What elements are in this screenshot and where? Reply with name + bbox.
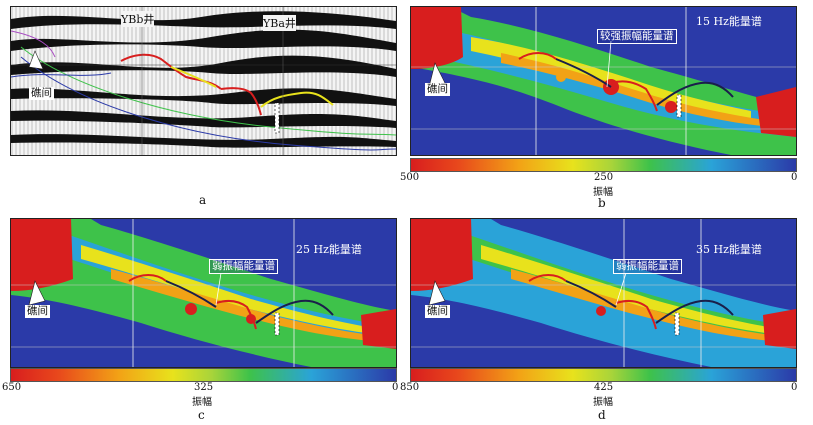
caption-a: a — [199, 193, 207, 207]
colorbar-c-mid: 325 — [194, 382, 214, 393]
colorbar-d — [410, 368, 797, 382]
caption-c: c — [198, 408, 205, 422]
well-label-ybb: YBb井 — [121, 11, 155, 27]
spectrum-image-b — [411, 7, 796, 155]
colorbar-b-title: 振幅 — [593, 187, 613, 198]
callout-b: 较强振幅能量谱 — [597, 29, 677, 44]
callout-c: 弱振幅能量谱 — [209, 259, 278, 274]
energy-spectrum-panel-d: 35 Hz能量谱 弱振幅能量谱 礁间 — [410, 218, 797, 368]
reef-label-a: 礁间 — [29, 87, 54, 100]
caption-b: b — [598, 196, 606, 210]
colorbar-c-title: 振幅 — [192, 397, 212, 408]
colorbar-b-max: 500 — [400, 172, 420, 183]
colorbar-c — [10, 368, 397, 382]
colorbar-b-min: 0 — [791, 172, 798, 183]
colorbar-d-max: 850 — [400, 382, 420, 393]
energy-spectrum-panel-c: 25 Hz能量谱 弱振幅能量谱 礁间 — [10, 218, 397, 368]
seismic-wiggle-image — [11, 7, 396, 155]
colorbar-c-max: 650 — [2, 382, 22, 393]
reef-label-d: 礁间 — [425, 305, 450, 318]
colorbar-d-title: 振幅 — [593, 397, 613, 408]
spectrum-image-c — [11, 219, 396, 367]
colorbar-b-mid: 250 — [594, 172, 614, 183]
colorbar-c-min: 0 — [392, 382, 399, 393]
reef-label-c: 礁间 — [25, 305, 50, 318]
freq-label-b: 15 Hz能量谱 — [696, 15, 762, 28]
caption-d: d — [598, 408, 606, 422]
spectrum-image-d — [411, 219, 796, 367]
callout-d: 弱振幅能量谱 — [613, 259, 682, 274]
energy-spectrum-panel-b: 15 Hz能量谱 较强振幅能量谱 礁间 — [410, 6, 797, 156]
freq-label-d: 35 Hz能量谱 — [696, 243, 762, 256]
colorbar-d-mid: 425 — [594, 382, 614, 393]
well-label-yba: YBa井 — [263, 15, 296, 31]
seismic-section-panel-a: YBb井 YBa井 礁间 — [10, 6, 397, 156]
colorbar-d-min: 0 — [791, 382, 798, 393]
freq-label-c: 25 Hz能量谱 — [296, 243, 362, 256]
colorbar-b — [410, 158, 797, 172]
reef-label-b: 礁间 — [425, 83, 450, 96]
